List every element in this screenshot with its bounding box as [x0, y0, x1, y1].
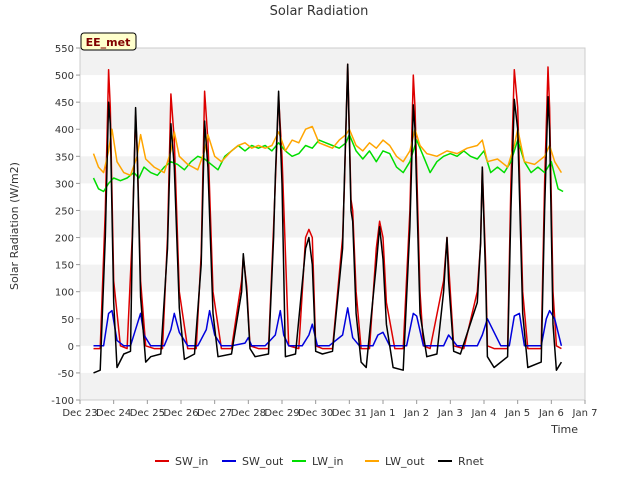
grid-band: [80, 372, 585, 400]
x-tick-label: Jan 3: [437, 408, 463, 419]
y-tick-label: 350: [55, 152, 74, 163]
y-tick-label: -50: [58, 369, 74, 380]
grid-band: [80, 102, 585, 130]
legend-label: Rnet: [458, 455, 484, 468]
x-tick-label: Dec 31: [332, 408, 367, 419]
legend: SW_in SW_out LW_in LW_out Rnet: [155, 455, 484, 468]
y-axis-label: Solar Radiation (W/m2): [8, 162, 21, 290]
series-line-lw-in: [92, 133, 564, 193]
legend-label: SW_out: [242, 455, 284, 468]
x-tick-label: Dec 25: [130, 408, 165, 419]
x-tick-label: Dec 24: [96, 408, 131, 419]
y-tick-label: 500: [55, 71, 74, 82]
x-tick-label: Jan 1: [370, 408, 396, 419]
annotation-text: EE_met: [86, 36, 131, 49]
plot-frame: [79, 47, 586, 401]
x-tick-label: Dec 29: [264, 408, 299, 419]
y-tick-label: 400: [55, 125, 74, 136]
x-tick-label: Jan 6: [538, 408, 564, 419]
series-line-lw-out: [92, 125, 563, 177]
x-tick-label: Jan 2: [403, 408, 429, 419]
annotation-box: [80, 32, 137, 51]
x-axis-label: Time: [550, 423, 578, 436]
x-tick-label: Jan 5: [504, 408, 530, 419]
x-tick-label: Jan 4: [471, 408, 497, 419]
series-line-sw-out: [93, 307, 563, 347]
x-tick-label: Dec 30: [298, 408, 333, 419]
x-tick-label: Dec 28: [231, 408, 266, 419]
y-tick-label: 300: [55, 179, 74, 190]
y-tick-label: 250: [55, 206, 74, 217]
y-tick-label: 550: [55, 44, 74, 55]
grid-band: [80, 48, 585, 76]
x-tick-label: Jan 7: [572, 408, 598, 419]
x-tick-label: Dec 27: [197, 408, 232, 419]
legend-label: LW_in: [312, 455, 344, 468]
plot-bands: [80, 48, 585, 400]
grid-band: [80, 210, 585, 238]
x-tick-label: Dec 26: [163, 408, 198, 419]
chart-title: Solar Radiation: [270, 4, 369, 19]
y-tick-label: 450: [55, 98, 74, 109]
y-tick-label: -100: [51, 396, 74, 407]
y-tick-label: 50: [61, 315, 74, 326]
legend-label: LW_out: [385, 455, 425, 468]
y-axis: -100 -50 0 50 100 150 200 250 300 350 400 450 500 550: [51, 44, 80, 407]
y-tick-label: 150: [55, 261, 74, 272]
grid-band: [80, 264, 585, 292]
legend-label: SW_in: [175, 455, 208, 468]
annotation-badge: EE_met: [80, 32, 137, 51]
y-tick-label: 100: [55, 288, 74, 299]
series-lines: [92, 63, 564, 374]
series-line-rnet: [93, 63, 563, 374]
y-tick-label: 200: [55, 234, 74, 245]
y-tick-label: 0: [68, 342, 74, 353]
x-tick-label: Dec 23: [62, 408, 97, 419]
